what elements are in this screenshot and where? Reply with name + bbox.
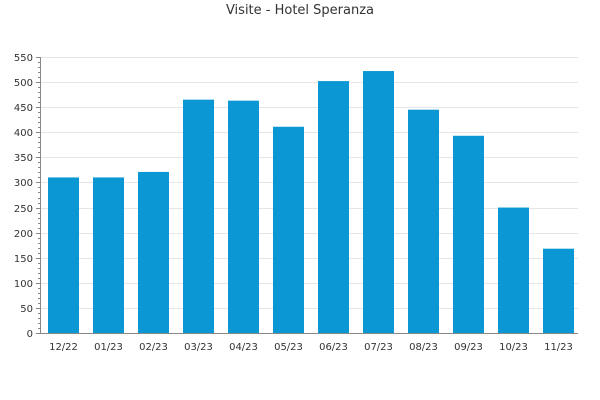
bar (273, 126, 304, 334)
y-tick-label: 550 (14, 53, 33, 64)
y-tick-label: 0 (27, 329, 33, 340)
y-tick-label: 250 (14, 204, 33, 215)
axes (36, 57, 578, 334)
bar (453, 135, 484, 333)
x-tick-label: 09/23 (454, 342, 483, 353)
bar (183, 99, 214, 334)
bar (228, 100, 259, 334)
bars (48, 71, 574, 334)
x-tick-label: 07/23 (364, 342, 393, 353)
x-tick-label: 10/23 (499, 342, 528, 353)
bar (408, 109, 439, 333)
grid-lines (40, 57, 578, 309)
bar (498, 207, 529, 333)
x-tick-label: 08/23 (409, 342, 438, 353)
bar (543, 248, 574, 333)
chart-title: Visite - Hotel Speranza (225, 3, 375, 18)
x-tick-label: 02/23 (139, 342, 168, 353)
y-tick-label: 200 (14, 229, 33, 240)
y-tick-labels: 0 50 100 150 200 250 300 350 400 450 500 550 (14, 53, 33, 340)
x-tick-labels: 12/22 01/23 02/23 03/23 04/23 05/23 06/23 07/23… (49, 342, 573, 353)
x-tick-label: 04/23 (229, 342, 258, 353)
y-tick-label: 150 (14, 254, 33, 265)
x-tick-label: 11/23 (544, 342, 573, 353)
y-tick-label: 300 (14, 178, 33, 189)
x-tick-label: 12/22 (49, 342, 78, 353)
bar (93, 177, 124, 333)
bar (48, 177, 79, 333)
y-tick-label: 400 (14, 128, 33, 139)
y-tick-label: 350 (14, 153, 33, 164)
y-tick-label: 50 (20, 304, 33, 315)
y-tick-label: 450 (14, 103, 33, 114)
bar (138, 171, 169, 333)
bar (363, 71, 394, 334)
bar (318, 81, 349, 333)
x-tick-label: 03/23 (184, 342, 213, 353)
x-tick-label: 01/23 (94, 342, 123, 353)
x-tick-label: 06/23 (319, 342, 348, 353)
y-tick-label: 500 (14, 78, 33, 89)
x-tick-label: 05/23 (274, 342, 303, 353)
y-tick-label: 100 (14, 279, 33, 290)
